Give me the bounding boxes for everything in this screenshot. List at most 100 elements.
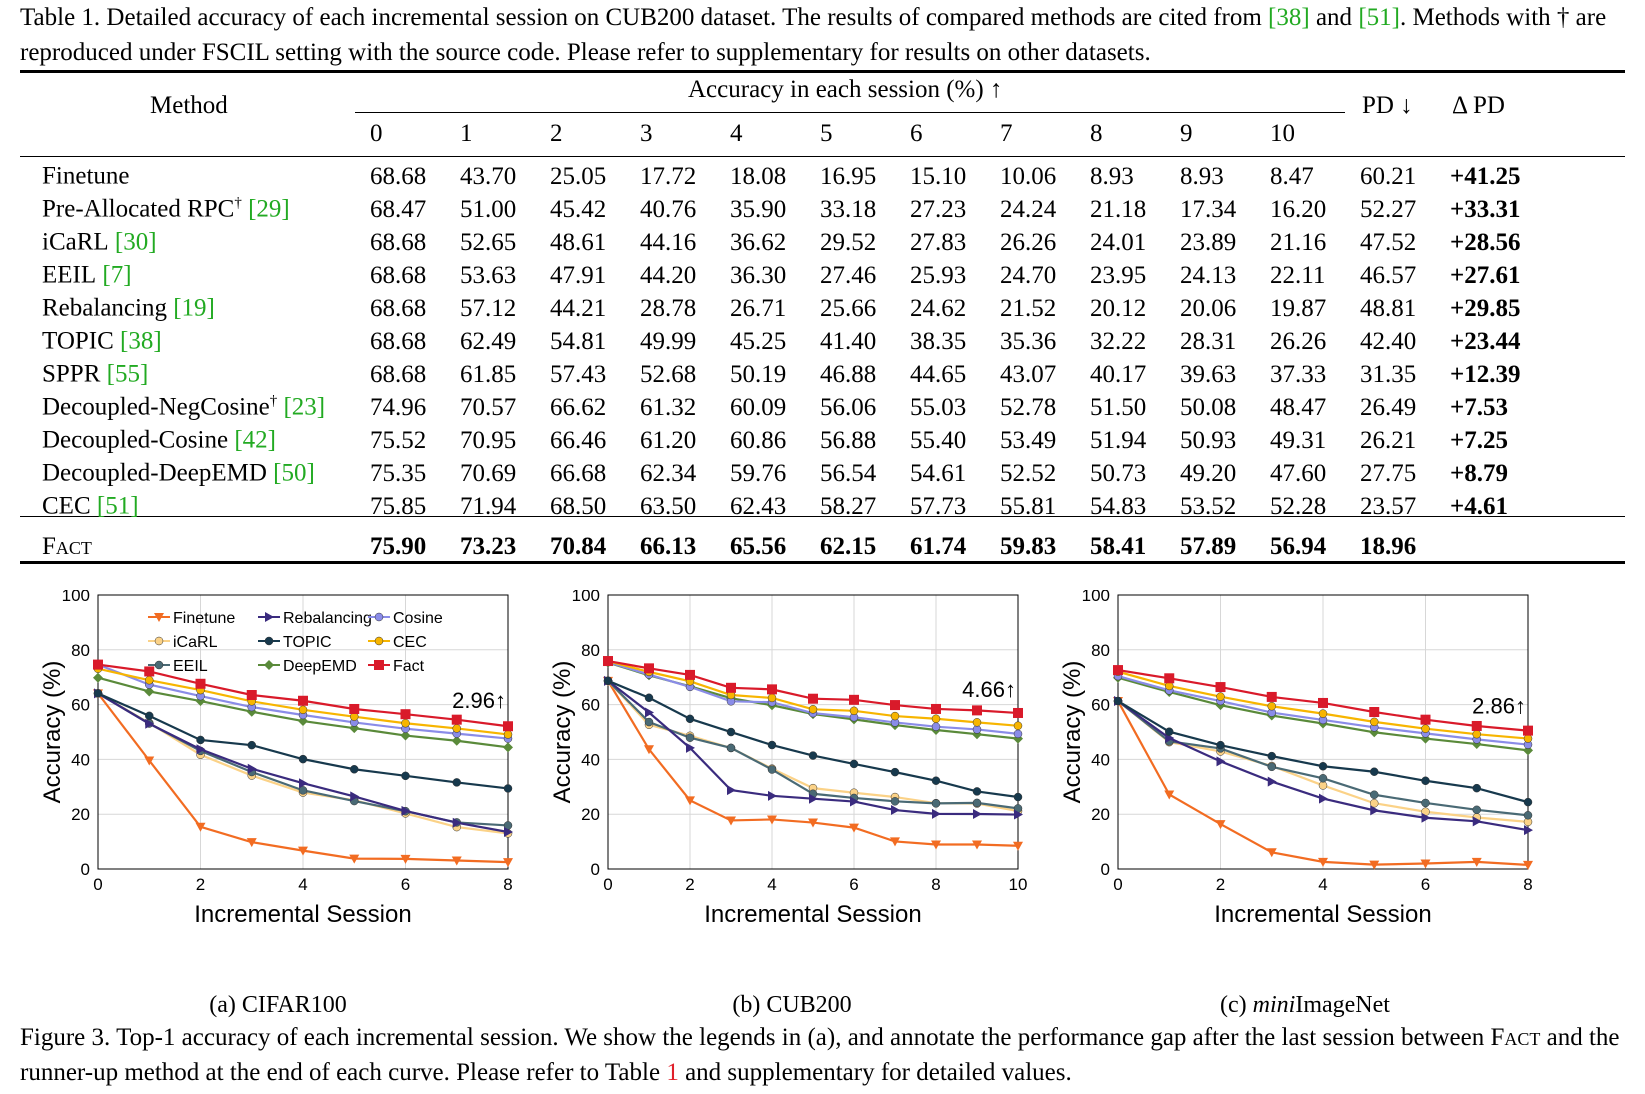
accuracy-cell: 8.93	[1090, 162, 1134, 190]
point-marker	[503, 784, 513, 793]
table-row: Decoupled-NegCosine† [23] 74.96 70.57 66.62…	[20, 391, 1625, 424]
subcaption-b: (b) CUB200	[732, 992, 852, 1018]
pd-cell: 60.21	[1360, 162, 1417, 190]
point-marker	[1013, 721, 1023, 731]
session-header: 4	[730, 120, 743, 147]
accuracy-cell: 75.35	[370, 459, 427, 487]
method-cell: Pre-Allocated RPC† [29]	[20, 193, 370, 226]
point-marker	[265, 612, 274, 622]
delta-pd-cell: +33.31	[1450, 195, 1521, 223]
accuracy-cell: 75.90	[370, 533, 427, 560]
accuracy-cell: 48.47	[1270, 393, 1327, 421]
point-marker	[1523, 797, 1533, 807]
method-name: Decoupled-Cosine	[42, 426, 229, 454]
pd-cell: 42.40	[1360, 327, 1417, 355]
point-marker	[503, 730, 513, 739]
point-marker	[727, 785, 736, 796]
gap-annotation: 2.86↑	[1472, 693, 1526, 718]
point-marker	[1421, 776, 1430, 786]
y-tick-label: 40	[581, 750, 600, 769]
pd-cell: 23.57	[1360, 492, 1417, 520]
method-name: EEIL	[42, 261, 97, 289]
point-marker	[1267, 751, 1276, 761]
point-marker	[93, 689, 103, 698]
accuracy-cell: 27.83	[910, 228, 967, 256]
accuracy-cell: 24.70	[1000, 261, 1057, 289]
point-marker	[1014, 809, 1023, 820]
accuracy-cell: 44.21	[550, 294, 607, 322]
plot-cub200: 0 20 40 60 80 100 0 2 4 6 8 10 Incremental Session Ac…	[530, 586, 1040, 940]
accuracy-cell: 52.68	[640, 360, 697, 388]
point-marker	[890, 711, 900, 721]
point-marker	[931, 840, 941, 850]
accuracy-cell: 33.18	[820, 195, 877, 223]
accuracy-cell: 70.84	[550, 533, 607, 560]
point-marker	[808, 751, 818, 760]
point-marker	[1267, 776, 1277, 787]
accuracy-cell: 51.50	[1090, 393, 1147, 421]
point-marker	[349, 703, 360, 714]
method-cell: CEC [51]	[20, 490, 370, 523]
point-marker	[1369, 860, 1380, 870]
accuracy-cell: 29.52	[820, 228, 877, 256]
point-marker	[1471, 720, 1482, 731]
point-marker	[767, 815, 777, 825]
y-tick-label: 100	[62, 590, 90, 605]
y-tick-label: 60	[581, 696, 600, 715]
y-tick-label: 60	[71, 696, 90, 715]
accuracy-cell: 25.05	[550, 162, 607, 190]
pd-cell: 27.75	[1360, 459, 1417, 487]
y-tick-label: 80	[581, 641, 600, 660]
y-tick-label: 100	[572, 590, 600, 605]
table-row: Decoupled-Cosine [42] 75.52 70.95 66.46 61.2…	[20, 424, 1625, 457]
y-tick-label: 20	[1091, 805, 1110, 824]
point-marker	[503, 721, 513, 732]
accuracy-cell: 52.28	[1270, 492, 1327, 520]
citation: [51]	[96, 492, 139, 520]
delta-pd-cell: +41.25	[1450, 162, 1521, 190]
table-row: SPPR [55] 68.68 61.85 57.43 52.68 50.19 46.88 4…	[20, 358, 1625, 391]
citation: [55]	[106, 360, 149, 388]
accuracy-cell: 45.42	[550, 195, 607, 223]
accuracy-cell: 60.09	[730, 393, 787, 421]
y-tick-label: 80	[1091, 641, 1110, 660]
method-name: SPPR	[42, 360, 101, 388]
accuracy-cell: 28.78	[640, 294, 697, 322]
delta-pd-cell: +7.25	[1450, 426, 1508, 454]
method-name: Rebalancing	[42, 294, 167, 322]
accuracy-cell: 32.22	[1090, 327, 1147, 355]
legend-label: iCaRL	[173, 634, 218, 651]
citation: [19]	[173, 294, 215, 322]
method-cell: Decoupled-NegCosine† [23]	[20, 391, 370, 424]
point-marker	[144, 756, 155, 766]
point-marker	[349, 854, 360, 864]
point-marker	[1113, 665, 1123, 676]
point-marker	[350, 765, 359, 774]
point-marker	[144, 686, 155, 697]
accuracy-cell: 52.78	[1000, 393, 1057, 421]
y-tick-label: 0	[591, 860, 600, 879]
method-cell: Fact	[20, 523, 370, 571]
x-axis-label: Incremental Session	[1214, 901, 1431, 928]
y-tick-label: 60	[1091, 696, 1110, 715]
accuracy-cell: 28.31	[1180, 327, 1237, 355]
point-marker	[1523, 725, 1533, 736]
point-marker	[849, 694, 859, 705]
session-header: 10	[1270, 120, 1295, 147]
point-marker	[298, 786, 308, 795]
point-marker	[1420, 859, 1431, 869]
bottom-rule	[20, 561, 1625, 564]
accuracy-cell: 46.88	[820, 360, 877, 388]
x-tick-label: 8	[1523, 875, 1532, 894]
method-name: CEC	[42, 492, 91, 520]
accuracy-cell: 59.76	[730, 459, 787, 487]
point-marker	[726, 727, 736, 737]
accuracy-cell: 57.12	[460, 294, 517, 322]
citation: [42]	[234, 426, 276, 454]
y-tick-label: 80	[71, 641, 90, 660]
point-marker	[808, 818, 818, 828]
delta-pd-cell: +28.56	[1450, 228, 1521, 256]
accuracy-cell: 10.06	[1000, 162, 1057, 190]
point-marker	[809, 793, 818, 804]
accuracy-cell: 39.63	[1180, 360, 1237, 388]
